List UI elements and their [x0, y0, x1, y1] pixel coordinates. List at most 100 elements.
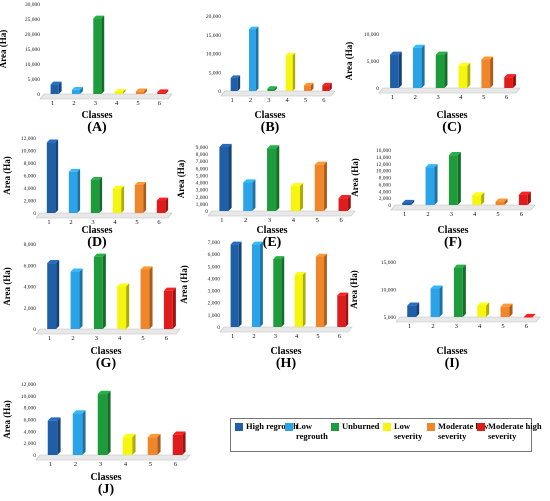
panel-c-bar-5 — [481, 56, 494, 60]
panel-d-xtick: 4 — [113, 219, 117, 226]
panel-g-xtick: 5 — [141, 335, 144, 342]
panel-g-bar-3 — [93, 256, 103, 329]
panel-g-bar-4 — [126, 283, 130, 329]
panel-d-bar-6 — [165, 197, 169, 213]
panel-e-ytick: 8,000 — [196, 152, 209, 158]
panel-f-bar-4 — [472, 192, 485, 196]
panel-g-bar-3 — [93, 253, 106, 257]
panel-b-bar-2 — [249, 26, 259, 30]
panel-h-bar-6 — [337, 295, 346, 327]
panel-h-ytick: 4,000 — [208, 276, 221, 282]
panel-h-ytick: 0 — [217, 325, 220, 331]
panel-e-letter: (E) — [263, 235, 282, 250]
panel-j-letter: (J) — [98, 482, 115, 497]
legend-item-4: Low severity — [383, 421, 434, 441]
panel-a-ytick: 30,000 — [25, 2, 40, 8]
panel-e-ytick: 0 — [205, 209, 208, 215]
panel-e-xtick: 4 — [292, 217, 296, 224]
legend-swatch-6 — [477, 423, 485, 431]
panel-d-ytick: 8,000 — [24, 161, 37, 167]
panel-f-xtick: 6 — [520, 211, 524, 218]
panel-j-xtick: 4 — [124, 461, 128, 468]
panel-g-xlabel: Classes — [90, 346, 121, 357]
legend-label-5: Moderate low severity — [438, 421, 489, 441]
panel-e-ylabel: Area (Ha) — [176, 160, 186, 199]
panel-f-bar-1 — [402, 199, 415, 203]
panel-f-bar-3 — [457, 152, 461, 205]
panel-a-bar-2 — [80, 86, 83, 94]
panel-j-ytick: 0 — [33, 453, 36, 459]
panel-a-xtick: 2 — [72, 100, 75, 107]
panel-b-ytick: 15,000 — [206, 33, 221, 39]
panel-g-ytick: 8,000 — [24, 242, 37, 248]
panel-h-bar-6 — [345, 292, 349, 327]
panel-i-bar-2 — [430, 285, 443, 289]
legend-swatch-3 — [331, 423, 339, 431]
panel-b-bar-4 — [285, 52, 296, 56]
panel-e-bar-5 — [314, 161, 327, 165]
panel-g-bar-1 — [47, 263, 57, 329]
panel-d-bar-5 — [134, 181, 147, 185]
panel-a-bar-5 — [135, 91, 145, 94]
panel-d-bar-5 — [143, 181, 147, 213]
panel-e-ytick: 1,000 — [196, 202, 209, 208]
panel-a-floor — [39, 93, 173, 100]
panel-c-xtick: 4 — [459, 94, 463, 101]
panel-d-xtick: 2 — [69, 219, 72, 226]
panel-e-ytick: 3,000 — [196, 188, 209, 194]
panel-c-bar-4 — [458, 65, 468, 88]
panel-i-bar-1 — [416, 302, 420, 317]
panel-h-ytick: 5,000 — [208, 264, 221, 270]
panel-f-ylabel: Area (Ha) — [350, 158, 360, 197]
panel-i-bar-3 — [453, 267, 463, 317]
panel-f-xtick: 3 — [450, 211, 453, 218]
panel-a-bar-6 — [157, 89, 169, 93]
panel-b-letter: (B) — [261, 120, 280, 135]
panel-d-bar-2 — [77, 168, 81, 213]
panel-a-xtick: 1 — [51, 100, 54, 107]
panel-g-ytick: 0 — [33, 327, 36, 333]
panel-e-bar-4 — [299, 182, 304, 211]
panel-a-bar-6 — [157, 92, 166, 94]
panel-d-xtick: 6 — [157, 219, 161, 226]
panel-a-ytick: 5,000 — [28, 77, 41, 83]
panel-f-ytick: 0 — [388, 203, 391, 209]
panel-j-ylabel: Area (Ha) — [2, 400, 12, 439]
panel-a-bar-2 — [71, 89, 81, 94]
panel-j-xtick: 6 — [174, 461, 178, 468]
panel-h-bar-2 — [251, 244, 261, 327]
panel-b-bar-1 — [230, 75, 241, 78]
panel-h-bar-1 — [230, 244, 239, 327]
panel-a-bar-5 — [135, 88, 147, 92]
panel-b-bar-6 — [322, 85, 330, 91]
panel-a-bar-1 — [58, 81, 62, 94]
panel-f-letter: (F) — [444, 235, 462, 250]
panel-h-xtick: 5 — [316, 333, 319, 340]
panel-d-xlabel: Classes — [81, 225, 112, 236]
panel-j-bar-1 — [47, 417, 61, 421]
panel-g-bar-6 — [172, 287, 176, 329]
panel-g-ytick: 6,000 — [24, 263, 37, 269]
panel-f-bar-5 — [495, 201, 505, 205]
panel-b-ytick: 20,000 — [206, 14, 221, 20]
panel-f-bar-4 — [481, 192, 485, 205]
panel-i-xtick: 6 — [525, 323, 529, 330]
panel-e-bar-2 — [243, 182, 253, 211]
legend-label-2: Low regrouth — [296, 421, 328, 441]
panel-i-xtick: 3 — [455, 323, 458, 330]
legend-item-2: Low regrouth — [285, 421, 338, 441]
panel-c-letter: (C) — [442, 120, 462, 135]
legend-item-1: High regrouth — [235, 421, 298, 431]
panel-j-bar-2 — [72, 413, 83, 455]
panel-a-ytick: 20,000 — [25, 32, 40, 38]
panel-d-floor — [35, 212, 173, 219]
panel-h-xtick: 1 — [231, 333, 234, 340]
panel-h-ylabel: Area (Ha) — [179, 265, 189, 304]
panel-f-bar-1 — [411, 199, 415, 205]
panel-f-ytick: 8,000 — [379, 176, 392, 182]
legend-swatch-4 — [383, 423, 391, 431]
panel-f-bar-2 — [425, 167, 435, 205]
panel-c-bar-1 — [390, 54, 399, 88]
panel-f-bar-5 — [495, 198, 508, 202]
